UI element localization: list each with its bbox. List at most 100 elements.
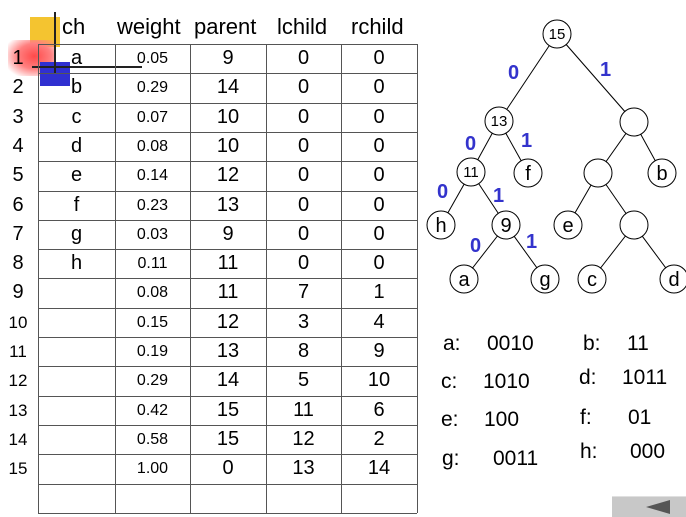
table-cell-ch: b	[70, 76, 83, 99]
tree-node	[619, 210, 649, 240]
tree-node	[513, 158, 543, 188]
code-key: a:	[443, 332, 461, 355]
tree-node	[484, 106, 514, 136]
table-cell-rchild: 14	[367, 457, 391, 480]
code-key: e:	[441, 408, 459, 431]
table-cell-lchild: 0	[297, 252, 310, 275]
edge-label: 1	[600, 59, 611, 81]
tree-node	[456, 157, 486, 187]
edge-label: 1	[493, 185, 504, 207]
tree-node	[542, 19, 572, 49]
tree-node	[647, 158, 677, 188]
table-cell-ch: g	[70, 222, 83, 245]
table-cell-lchild: 8	[297, 340, 310, 362]
row-number: 14	[8, 429, 28, 449]
edge-label: 0	[508, 62, 519, 84]
table-cell-parent: 9	[222, 222, 234, 245]
table-cell-lchild: 0	[297, 222, 310, 245]
row-number: 10	[8, 312, 28, 332]
table-cell-weight: 0.29	[136, 79, 169, 97]
header-parent: parent	[194, 14, 257, 39]
row-number: 3	[12, 105, 24, 128]
table-cell-parent: 13	[216, 340, 240, 362]
table-cell-weight: 0.08	[136, 284, 169, 302]
table-cell-parent: 0	[222, 457, 234, 480]
back-button[interactable]	[612, 496, 686, 517]
edge-label: 1	[526, 231, 537, 253]
tree-node	[577, 264, 607, 294]
table-hline	[38, 73, 417, 75]
row-number: 4	[12, 134, 24, 157]
table-hline	[38, 424, 417, 426]
table-cell-parent: 11	[217, 281, 239, 304]
tree-node	[530, 264, 560, 294]
row-number: 13	[8, 400, 28, 420]
table-cell-parent: 13	[216, 193, 240, 216]
row-number: 6	[12, 193, 24, 216]
table-cell-ch: e	[70, 164, 83, 187]
table-cell-weight: 0.19	[136, 343, 169, 360]
table-cell-lchild: 0	[297, 47, 310, 69]
table-cell-weight: 0.08	[136, 137, 169, 155]
tree-node	[583, 158, 613, 188]
tree-node	[619, 107, 649, 137]
table-cell-rchild: 9	[373, 340, 385, 362]
table-cell-lchild: 5	[297, 369, 310, 392]
table-cell-lchild: 0	[297, 105, 310, 128]
tree-node-label: e	[562, 215, 573, 237]
table-cell-weight: 0.14	[136, 167, 169, 185]
code-value: 1011	[622, 366, 668, 389]
table-cell-parent: 12	[216, 310, 240, 333]
table-hline	[38, 366, 417, 368]
tree-node	[449, 264, 479, 294]
tree-node-label: d	[668, 269, 679, 291]
code-key: h:	[580, 440, 598, 463]
edge-label: 1	[521, 130, 532, 152]
table-cell-ch: f	[73, 193, 80, 216]
table-cell-ch: c	[71, 105, 82, 128]
code-key: b:	[583, 332, 601, 355]
tree-node-label: b	[656, 163, 667, 185]
table-cell-rchild: 6	[373, 398, 385, 421]
tree-node-label: 13	[491, 113, 508, 130]
table-hline	[38, 44, 417, 45]
table-cell-lchild: 0	[297, 193, 310, 216]
table-hline	[38, 131, 417, 133]
table-cell-lchild: 0	[297, 134, 310, 157]
table-cell-rchild: 0	[373, 105, 385, 128]
code-key: g:	[442, 447, 460, 470]
row-number: 9	[12, 281, 24, 304]
row-number: 12	[8, 371, 28, 391]
tree-node-label: f	[525, 163, 531, 185]
row-number: 2	[12, 76, 24, 99]
code-value: 100	[484, 408, 520, 431]
table-cell-rchild: 0	[373, 134, 385, 157]
edge-label: 0	[437, 181, 448, 203]
table-cell-rchild: 2	[373, 427, 385, 450]
table-cell-parent: 14	[216, 369, 240, 392]
tree-edge	[556, 33, 635, 123]
table-vline	[417, 44, 418, 513]
table-cell-weight: 0.42	[136, 401, 169, 419]
header-lchild: lchild	[277, 14, 328, 39]
table-cell-lchild: 3	[297, 310, 310, 333]
table-cell-rchild: 0	[373, 47, 385, 69]
edge-label: 0	[470, 235, 481, 257]
table-cell-rchild: 4	[373, 310, 385, 333]
code-key: f:	[580, 406, 592, 429]
table-cell-weight: 0.23	[136, 196, 169, 214]
table-cell-weight: 0.07	[136, 108, 169, 126]
table-cell-weight: 0.03	[136, 225, 169, 243]
table-hline	[38, 483, 417, 485]
code-value: 000	[630, 440, 666, 463]
table-cell-rchild: 0	[373, 193, 385, 216]
table-hline	[38, 278, 417, 280]
table-hline	[38, 512, 417, 514]
tree-node-label: h	[435, 215, 446, 237]
table-cell-lchild: 11	[293, 398, 314, 421]
table-hline	[38, 102, 417, 104]
table-cell-rchild: 0	[373, 252, 385, 275]
table-cell-ch: a	[70, 47, 83, 69]
table-cell-lchild: 0	[297, 164, 310, 187]
